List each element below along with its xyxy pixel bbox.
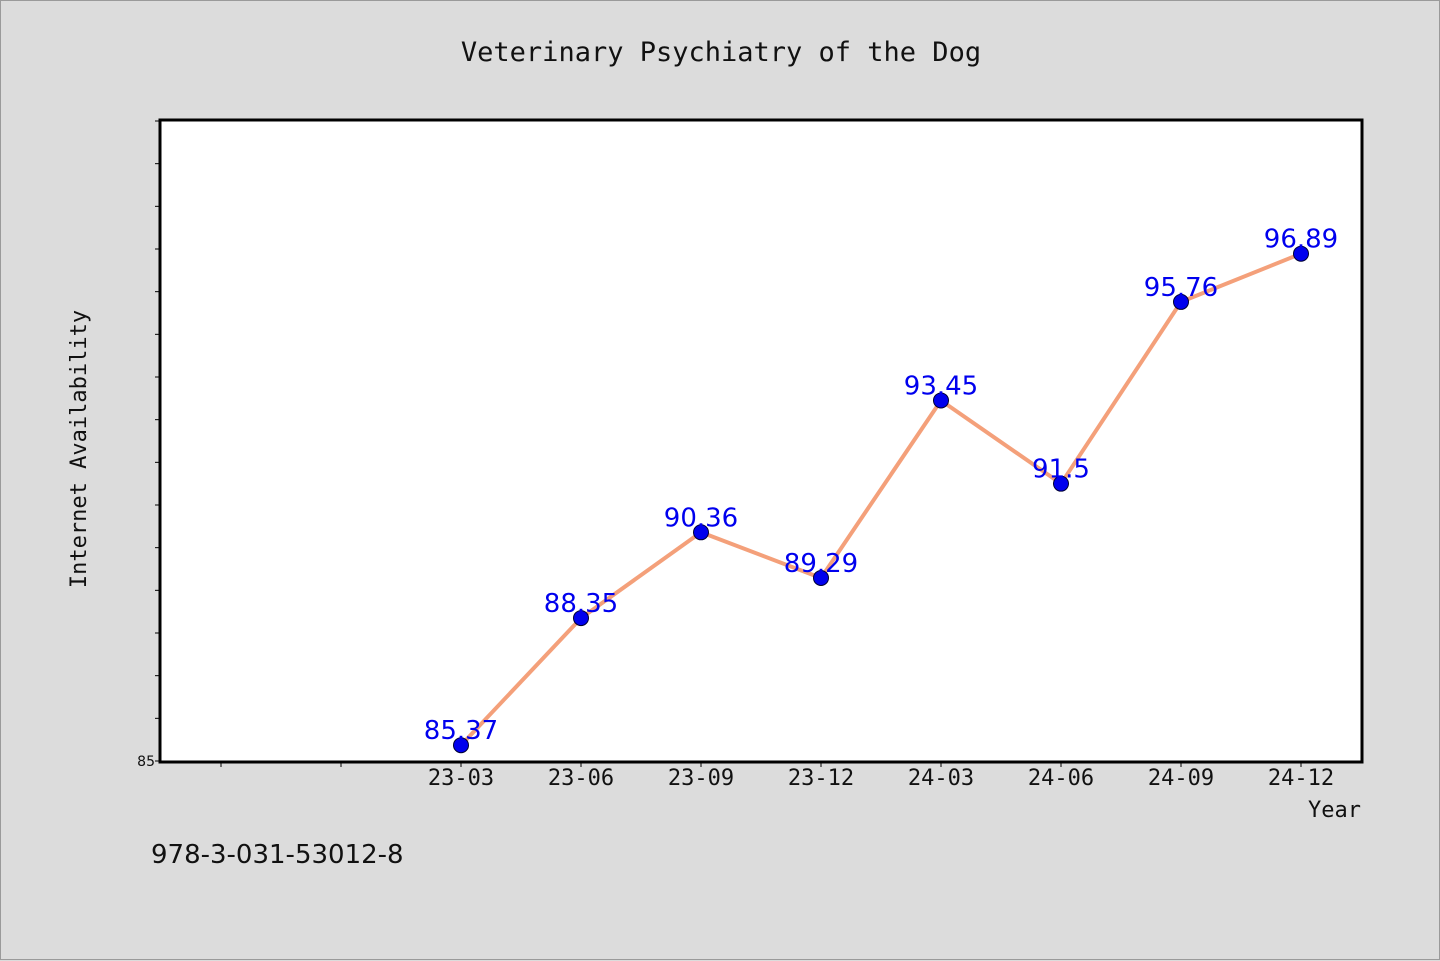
data-label: 95.76 <box>1144 273 1218 303</box>
x-tick-label: 24-12 <box>1268 766 1334 791</box>
data-label-layer: 85.37 88.35 90.36 89.29 93.45 91.5 95.76 96.89 <box>424 225 1338 747</box>
series-line <box>459 251 1302 747</box>
data-label: 90.36 <box>664 503 738 533</box>
series-layer <box>453 245 1309 754</box>
data-label: 89.29 <box>784 549 858 579</box>
data-point <box>573 610 589 627</box>
data-label: 88.35 <box>544 589 618 619</box>
y-tick-label: 85 <box>137 754 155 770</box>
data-point <box>453 737 469 754</box>
y-axis-ticks <box>155 120 161 762</box>
data-point <box>1053 475 1069 492</box>
data-point <box>933 392 949 409</box>
x-axis-label: Year <box>1308 798 1361 823</box>
isbn-text: 978-3-031-53012-8 <box>151 840 404 870</box>
x-tick-label: 23-03 <box>428 766 494 791</box>
x-tick-label: 24-03 <box>908 766 974 791</box>
data-label: 85.37 <box>424 716 498 746</box>
x-tick-label: 23-12 <box>788 766 854 791</box>
plot-area <box>158 118 1364 764</box>
y-axis-label: Internet Availability <box>67 310 92 588</box>
data-label: 93.45 <box>904 371 978 401</box>
chart-title: Veterinary Psychiatry of the Dog <box>461 37 981 68</box>
data-label: 91.5 <box>1032 455 1090 485</box>
data-point <box>1293 245 1309 262</box>
y-axis-tick-labels: 85 <box>137 754 155 770</box>
x-tick-label: 24-09 <box>1148 766 1214 791</box>
x-tick-label: 23-06 <box>548 766 614 791</box>
data-point <box>813 569 829 586</box>
data-point <box>693 524 709 541</box>
data-point <box>1173 293 1189 310</box>
x-tick-label: 24-06 <box>1028 766 1094 791</box>
x-axis-tick-labels: 23-03 23-06 23-09 23-12 24-03 24-06 24-09 24-12 <box>428 766 1334 791</box>
x-tick-label: 23-09 <box>668 766 734 791</box>
data-label: 96.89 <box>1264 225 1338 255</box>
x-axis-ticks <box>220 761 1302 767</box>
